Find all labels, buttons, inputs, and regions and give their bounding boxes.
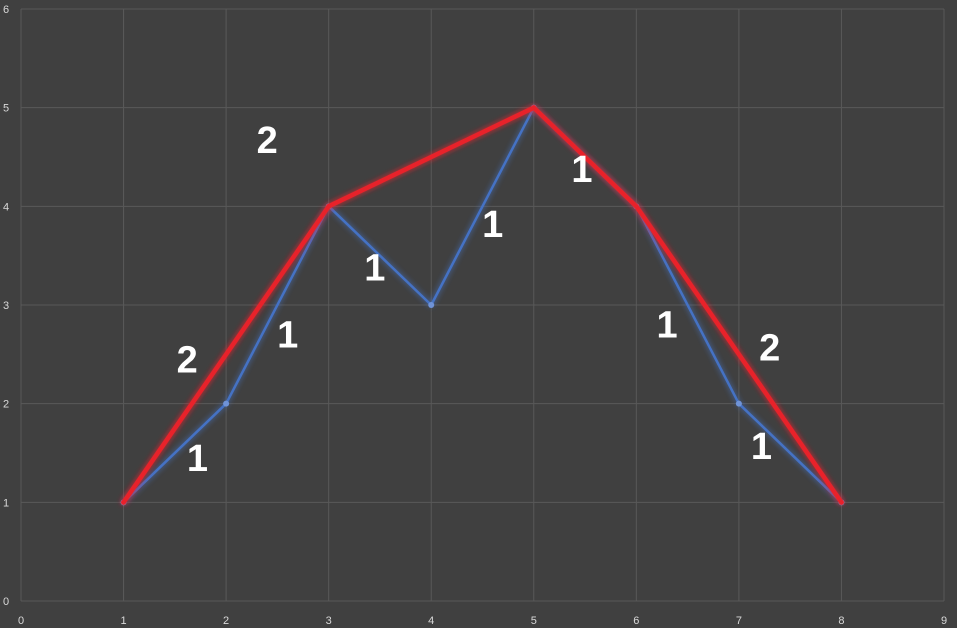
series-lines: [120, 104, 845, 506]
x-tick-label: 3: [326, 615, 332, 627]
segment-length-label: 2: [177, 339, 198, 381]
segment-length-label: 2: [257, 120, 278, 162]
y-tick-label: 3: [3, 300, 9, 312]
segment-length-label: 1: [364, 248, 385, 290]
segment-length-label: 1: [482, 204, 503, 246]
x-tick-label: 5: [531, 615, 537, 627]
y-tick-label: 0: [3, 596, 9, 608]
y-tick-label: 4: [3, 201, 9, 213]
x-tick-label: 2: [223, 615, 229, 627]
x-tick-label: 7: [736, 615, 742, 627]
data-point: [326, 203, 332, 209]
segment-length-label: 1: [571, 149, 592, 191]
y-tick-label: 2: [3, 399, 9, 411]
x-tick-label: 0: [18, 615, 24, 627]
grid: [20, 8, 945, 602]
segment-length-label: 1: [277, 315, 298, 357]
x-tick-label: 4: [428, 615, 434, 627]
series-line-1: [122, 106, 843, 504]
x-tick-label: 6: [633, 615, 639, 627]
y-tick-label: 5: [3, 103, 9, 115]
x-tick-label: 8: [838, 615, 844, 627]
segment-length-label: 2: [759, 327, 780, 369]
y-tick-label: 1: [3, 497, 9, 509]
y-tick-label: 6: [3, 4, 9, 16]
segment-length-label: 1: [751, 426, 772, 468]
segment-length-label: 1: [657, 305, 678, 347]
data-point: [121, 499, 127, 505]
data-point: [223, 400, 230, 407]
segment-length-label: 1: [187, 438, 208, 480]
data-point: [531, 105, 537, 111]
x-tick-label: 9: [941, 615, 947, 627]
data-point: [428, 302, 435, 308]
segment-labels: 1 2 1 2 1 1 1 1 2 1: [177, 120, 781, 480]
x-tick-label: 1: [120, 615, 126, 627]
data-point: [633, 203, 639, 209]
axis-ticks: 0 1 2 3 4 5 6 7 8 9 0 1 2 3 4 5 6: [3, 4, 947, 627]
data-point: [735, 400, 742, 407]
data-point: [838, 499, 844, 505]
